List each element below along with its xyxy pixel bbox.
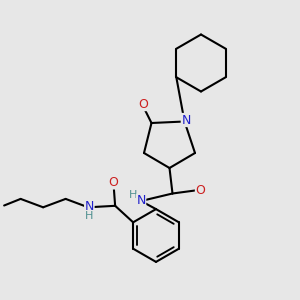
- Text: O: O: [109, 176, 118, 189]
- Text: O: O: [138, 98, 148, 111]
- Text: H: H: [85, 211, 94, 221]
- Text: O: O: [196, 184, 205, 197]
- Text: N: N: [85, 200, 94, 213]
- Text: H: H: [129, 190, 138, 200]
- Text: N: N: [136, 194, 146, 208]
- Text: N: N: [181, 113, 191, 127]
